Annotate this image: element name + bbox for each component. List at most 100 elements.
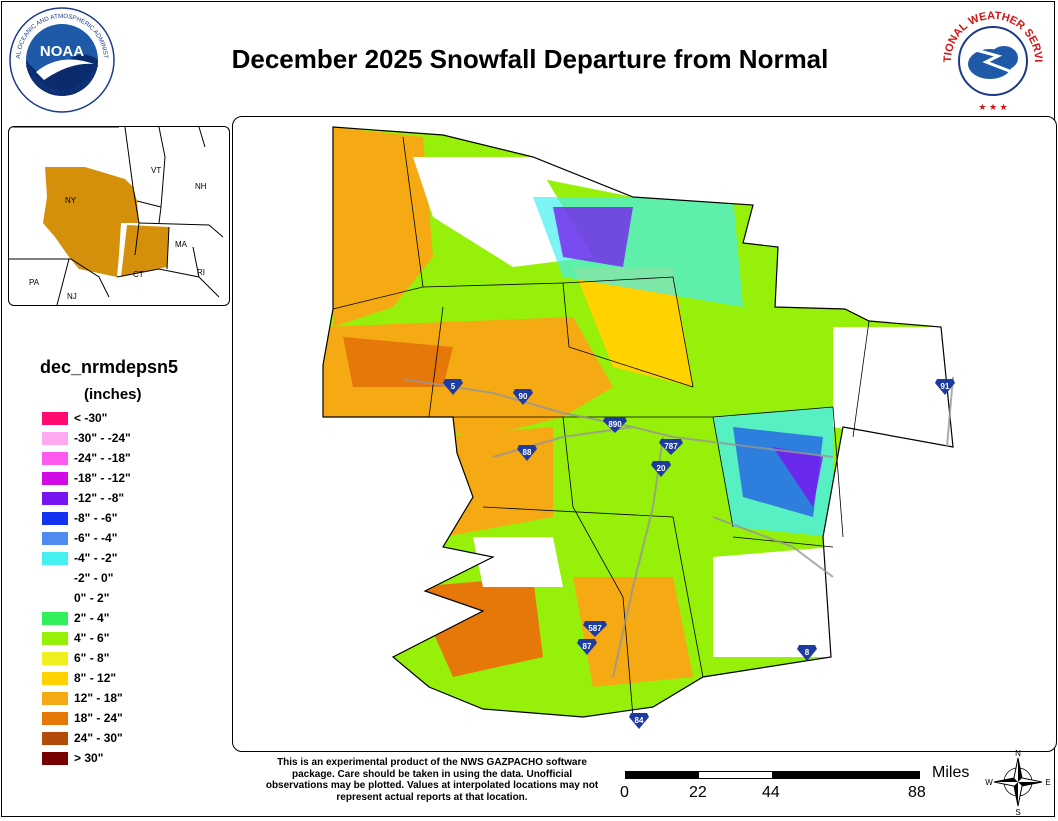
legend-swatch	[42, 531, 68, 545]
interstate-shield: 20	[651, 461, 671, 477]
legend-swatch	[42, 671, 68, 685]
interstate-label: 87	[583, 642, 592, 651]
interstate-shield: 5	[443, 379, 463, 395]
legend-swatch	[42, 751, 68, 765]
legend-item: -4" - -2"	[42, 548, 131, 568]
interstate-shield: 90	[513, 389, 533, 405]
legend-label: 2" - 4"	[74, 611, 110, 625]
interstate-shield: 890	[603, 417, 627, 433]
legend-swatch	[42, 511, 68, 525]
highlighted-region-ct	[121, 225, 169, 277]
main-map-panel[interactable]: 5 90 890 88 787 20 91 587 87 84 8	[232, 116, 1057, 752]
inset-label-ny: NY	[65, 196, 77, 205]
legend-label: > 30"	[74, 751, 104, 765]
legend: < -30" -30" - -24" -24" - -18" -18" - -12" -…	[42, 408, 131, 768]
legend-label: -8" - -6"	[74, 511, 118, 525]
legend-label: -30" - -24"	[74, 431, 131, 445]
inset-label-ma: MA	[175, 240, 188, 249]
legend-item: -18" - -12"	[42, 468, 131, 488]
legend-swatch	[42, 491, 68, 505]
interstate-label: 90	[519, 392, 528, 401]
legend-item: 12" - 18"	[42, 688, 131, 708]
legend-item: 24" - 30"	[42, 728, 131, 748]
inset-label-nh: NH	[195, 182, 207, 191]
inset-label-nj: NJ	[67, 292, 77, 301]
snowfall-departure-field	[323, 127, 953, 717]
interstate-label: 91	[941, 382, 950, 391]
inset-label-pa: PA	[29, 278, 40, 287]
interstate-label: 88	[523, 448, 532, 457]
legend-label: 6" - 8"	[74, 651, 110, 665]
inset-label-ri: RI	[197, 268, 205, 277]
legend-swatch	[42, 591, 68, 605]
legend-swatch	[42, 451, 68, 465]
nws-logo: NATIONAL WEATHER SERVICE ★ ★ ★	[934, 0, 1048, 116]
legend-item: 18" - 24"	[42, 708, 131, 728]
legend-item: < -30"	[42, 408, 131, 428]
legend-label: 4" - 6"	[74, 631, 110, 645]
legend-item: 2" - 4"	[42, 608, 131, 628]
legend-swatch	[42, 631, 68, 645]
state-boundaries	[9, 127, 224, 305]
legend-label: 18" - 24"	[74, 711, 123, 725]
legend-swatch	[42, 651, 68, 665]
legend-swatch	[42, 571, 68, 585]
compass-e: E	[1045, 778, 1050, 787]
legend-item: -24" - -18"	[42, 448, 131, 468]
legend-title: dec_nrmdepsn5	[40, 357, 179, 377]
compass-n: N	[1015, 749, 1021, 758]
legend-label: -24" - -18"	[74, 451, 131, 465]
interstate-label: 587	[588, 624, 602, 633]
legend-swatch	[42, 411, 68, 425]
legend-item: 6" - 8"	[42, 648, 131, 668]
interstate-label: 84	[635, 716, 644, 725]
interstate-shield: 91	[935, 379, 955, 395]
scale-tick-label: 22	[689, 784, 707, 801]
inset-label-ct: CT	[133, 270, 144, 279]
legend-label: 0" - 2"	[74, 591, 110, 605]
highlighted-region-ny	[43, 167, 139, 277]
legend-item: 0" - 2"	[42, 588, 131, 608]
legend-item: 4" - 6"	[42, 628, 131, 648]
legend-item: -8" - -6"	[42, 508, 131, 528]
legend-swatch	[42, 731, 68, 745]
scale-tick-label: 88	[908, 784, 926, 801]
interstate-shield: 87	[577, 639, 597, 655]
legend-label: 24" - 30"	[74, 731, 123, 745]
legend-swatch	[42, 551, 68, 565]
interstate-shield: 787	[659, 439, 683, 455]
interstate-label: 8	[805, 648, 810, 657]
inset-label-vt: VT	[151, 166, 161, 175]
compass-rose-icon: N E S W	[984, 748, 1052, 817]
interstate-label: 787	[664, 442, 678, 451]
scale-segment	[699, 772, 772, 778]
legend-swatch	[42, 611, 68, 625]
legend-item: -6" - -4"	[42, 528, 131, 548]
noaa-logo-text: NOAA	[40, 43, 84, 60]
legend-label: 8" - 12"	[74, 671, 117, 685]
legend-item: -2" - 0"	[42, 568, 131, 588]
interstate-shield: 84	[629, 713, 649, 729]
inset-locator-map: VT NH NY MA CT RI PA NJ	[8, 126, 230, 306]
scale-segment	[626, 772, 699, 778]
scale-tick-label: 44	[762, 784, 780, 801]
legend-label: -2" - 0"	[74, 571, 114, 585]
legend-swatch	[42, 471, 68, 485]
interstate-shields: 5 90 890 88 787 20 91 587 87 84 8	[443, 379, 955, 729]
compass-w: W	[985, 778, 993, 787]
legend-label: -4" - -2"	[74, 551, 118, 565]
interstate-shield: 8	[797, 645, 817, 661]
legend-swatch	[42, 711, 68, 725]
interstate-shield: 88	[517, 445, 537, 461]
svg-text:★ ★ ★: ★ ★ ★	[978, 102, 1007, 112]
map-title: December 2025 Snowfall Departure from No…	[231, 44, 829, 74]
interstate-label: 890	[608, 420, 622, 429]
legend-item: -30" - -24"	[42, 428, 131, 448]
interstate-label: 20	[657, 464, 666, 473]
legend-label: -12" - -8"	[74, 491, 125, 505]
legend-item: -12" - -8"	[42, 488, 131, 508]
compass-s: S	[1015, 808, 1020, 816]
disclaimer-text: This is an experimental product of the N…	[265, 757, 599, 803]
interstate-shield: 587	[583, 621, 607, 637]
noaa-logo: NOAA NATIONAL OCEANIC AND ATMOSPHERIC AD…	[6, 1, 116, 114]
